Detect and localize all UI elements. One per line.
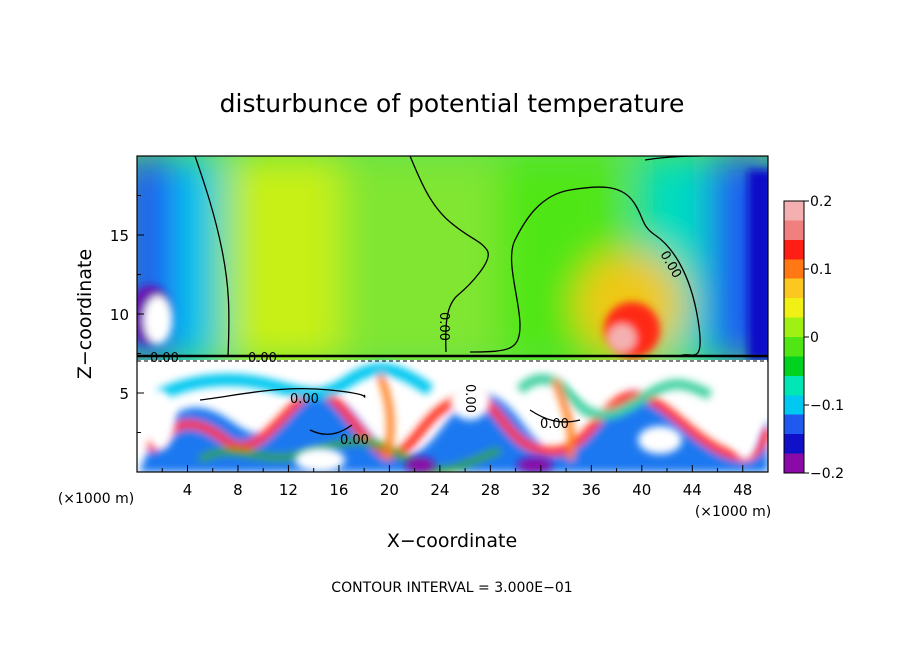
y-tick-label: 5: [119, 385, 129, 403]
plot-area: 0.00 0.00 0.00 0.00 0.00 0.00 0.00 0.00: [137, 156, 768, 472]
x-tick-label: 8: [233, 481, 243, 499]
x-tick-label: 44: [683, 481, 702, 499]
colorbar: 0.2 0.1 0 −0.1 −0.2: [783, 194, 844, 482]
colorbar-tick-label: −0.2: [810, 466, 844, 482]
y-tick-label: 15: [110, 227, 129, 245]
contour-label: 0.00: [436, 312, 451, 341]
contour-label: 0.00: [540, 417, 569, 432]
colorbar-ticks: 0.2 0.1 0 −0.1 −0.2: [804, 194, 844, 482]
x-unit-label: (×1000 m): [695, 504, 771, 520]
x-axis-label: X−coordinate: [387, 530, 517, 552]
colorbar-tick-label: 0.1: [810, 262, 832, 278]
colorbar-tick-label: 0: [810, 330, 819, 346]
x-tick-label: 24: [430, 481, 449, 499]
x-tick-label: 32: [531, 481, 550, 499]
lower-turbulent-layer: [137, 360, 768, 472]
chart-title: disturbunce of potential temperature: [220, 89, 685, 118]
x-tick-label: 4: [183, 481, 193, 499]
upper-features: [137, 170, 768, 360]
contour-label: 0.00: [290, 392, 319, 407]
contour-interval-note: CONTOUR INTERVAL = 3.000E−01: [331, 580, 572, 596]
x-tick-label: 48: [733, 481, 752, 499]
contour-label: 0.00: [150, 351, 179, 366]
contour-label: 0.00: [462, 384, 477, 413]
colorbar-scale: [783, 200, 805, 474]
x-tick-label: 36: [582, 481, 601, 499]
colorbar-tick-label: −0.1: [810, 398, 844, 414]
x-axis: 4 8 12 16 20 24 28 32 36 40 44 48: [161, 465, 752, 499]
x-tick-label: 40: [632, 481, 651, 499]
y-tick-label: 10: [110, 306, 129, 324]
x-tick-label: 28: [481, 481, 500, 499]
x-tick-label: 20: [380, 481, 399, 499]
upper-field: [137, 156, 768, 361]
colorbar-tick-label: 0.2: [810, 194, 832, 210]
x-tick-label: 16: [329, 481, 348, 499]
y-axis-label: Z−coordinate: [74, 249, 96, 379]
y-axis: 5 10 15: [110, 195, 144, 433]
contour-label: 0.00: [340, 433, 369, 448]
z-unit-label: (×1000 m): [58, 491, 134, 507]
x-tick-label: 12: [279, 481, 298, 499]
contour-label: 0.00: [248, 351, 277, 366]
